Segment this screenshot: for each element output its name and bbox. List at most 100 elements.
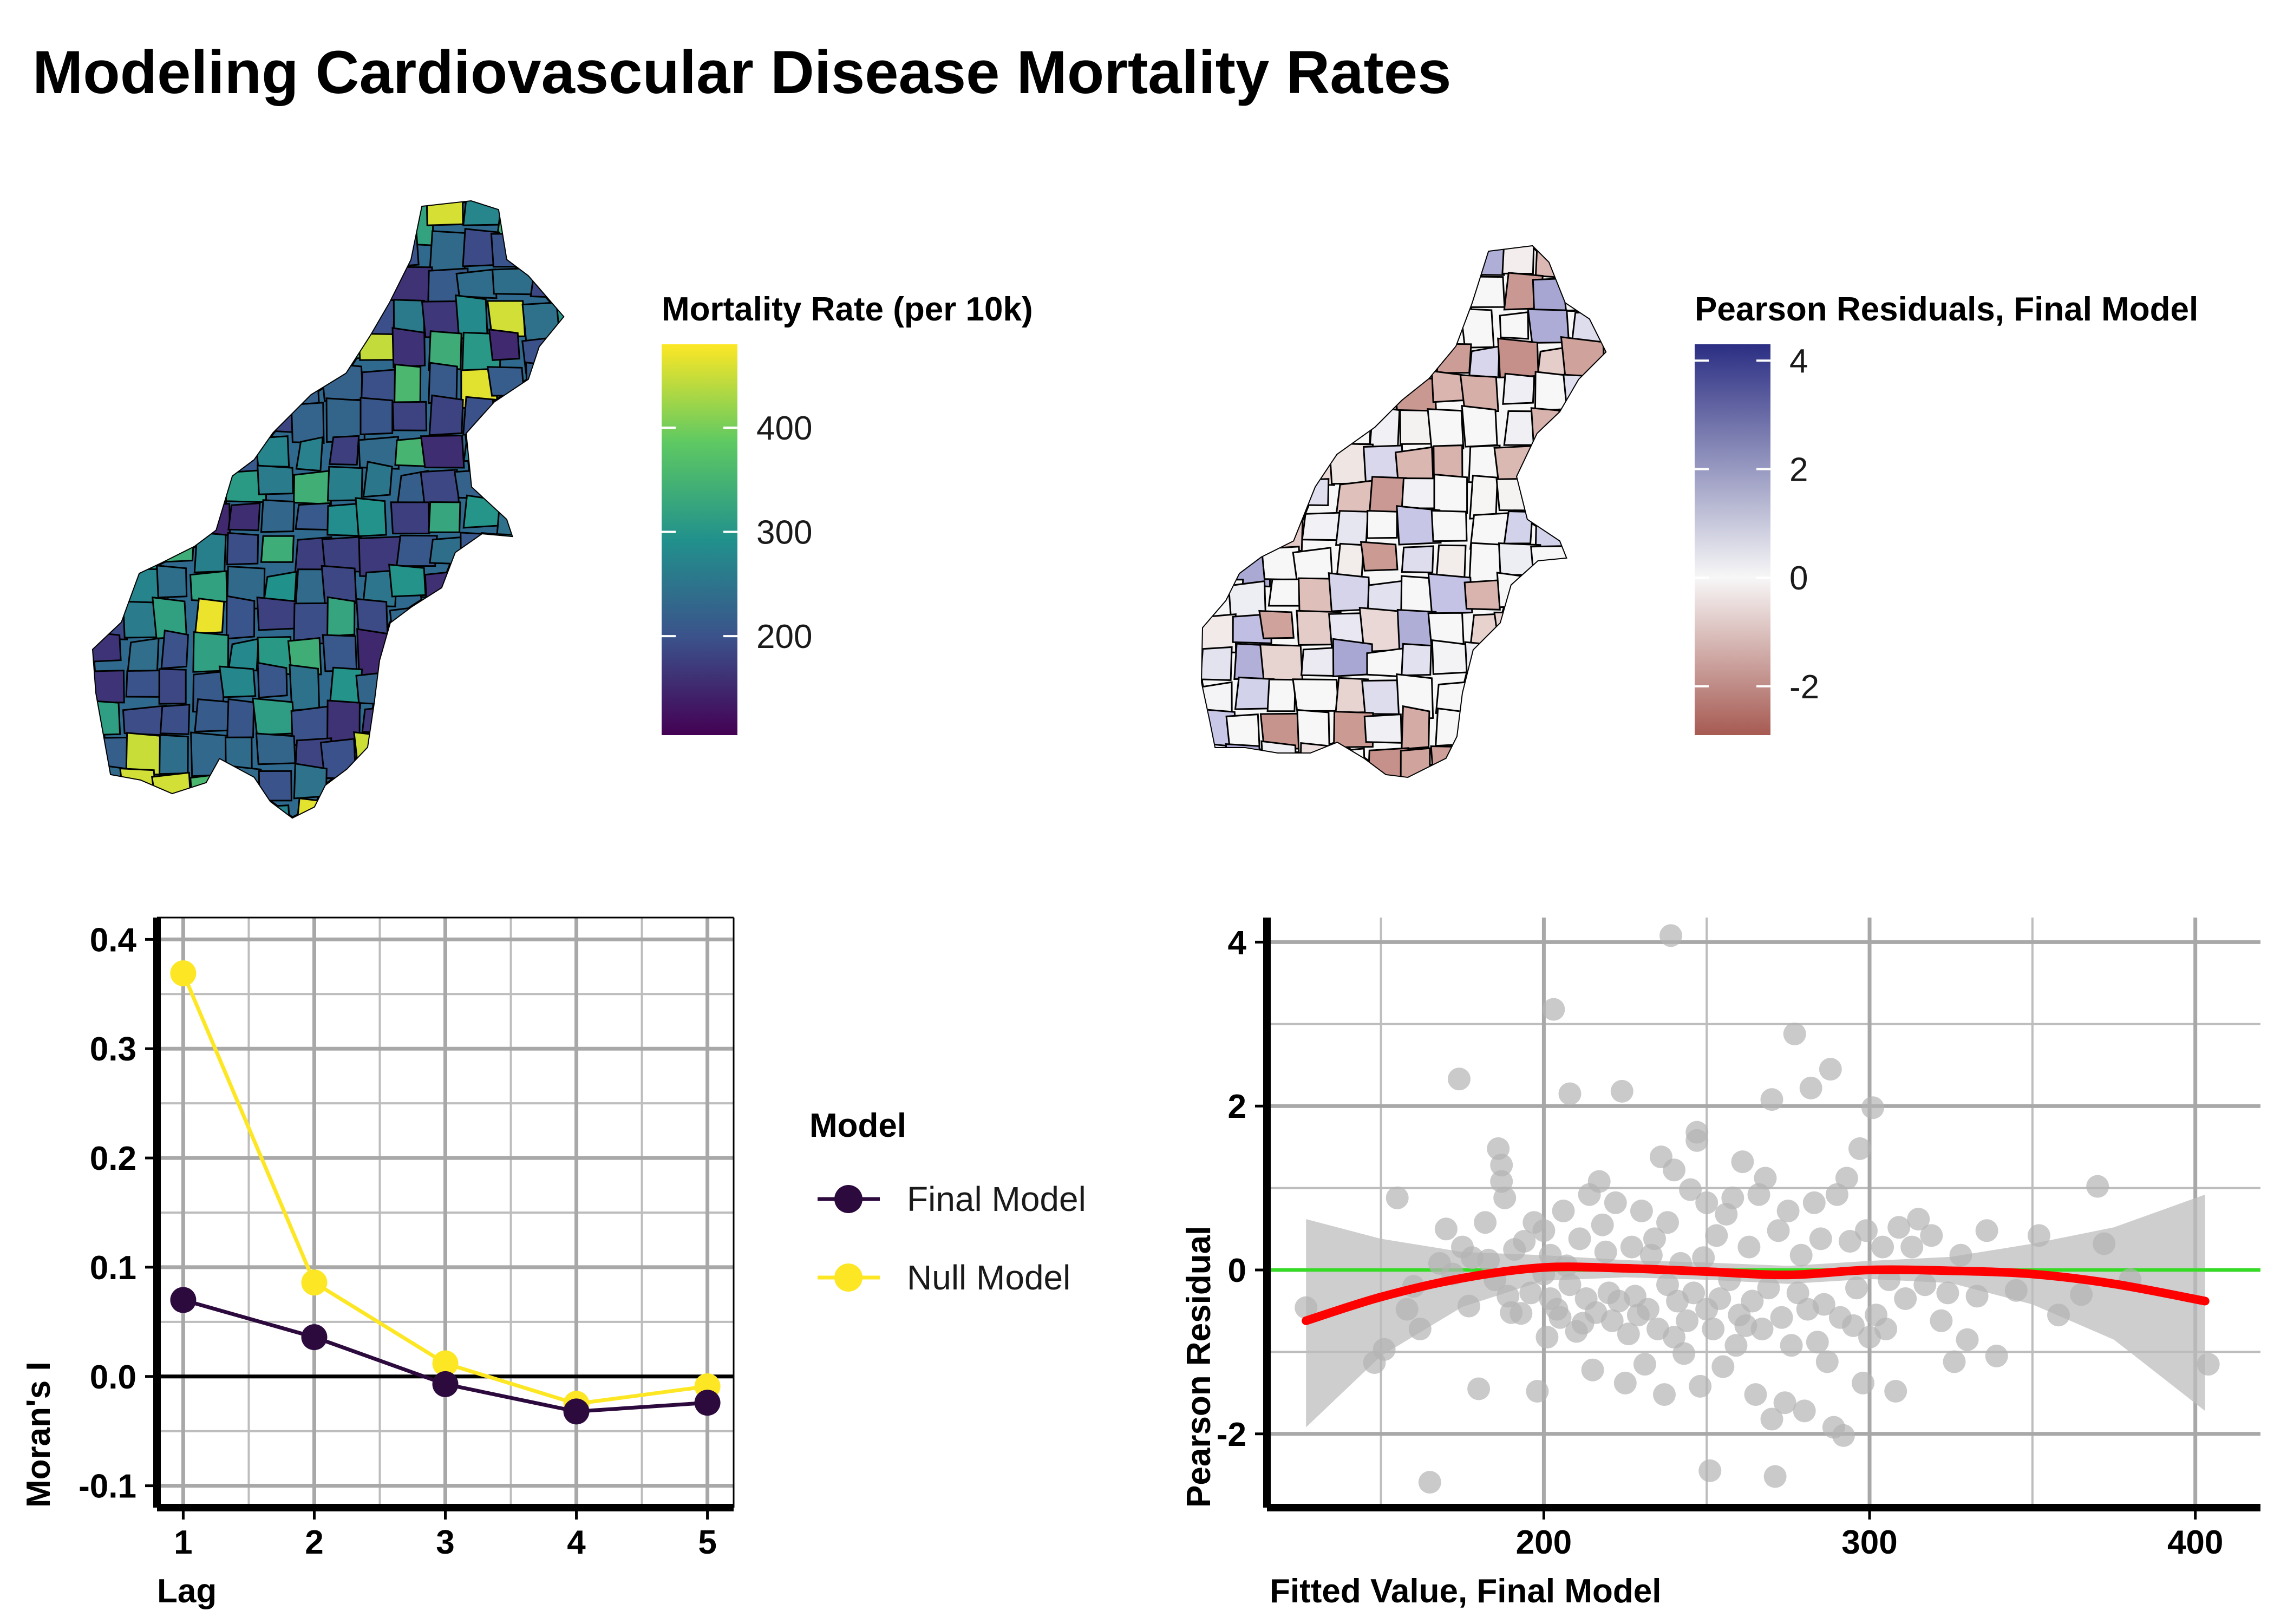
residual-map-county xyxy=(1299,378,1327,419)
mortality-map-county xyxy=(194,402,228,436)
residual-point xyxy=(1949,1243,1972,1267)
mortality-map-county xyxy=(496,201,536,235)
mortality-map-county xyxy=(456,569,499,607)
model-legend-title: Model xyxy=(809,1107,906,1144)
mortality-map-county xyxy=(428,501,461,533)
residual-map-county xyxy=(1328,572,1371,612)
morans-x-tick-label: 3 xyxy=(436,1524,454,1561)
mortality-map-county xyxy=(93,561,126,598)
mortality-map-county xyxy=(521,530,563,572)
mortality-map-county xyxy=(192,803,223,817)
residual-point xyxy=(1985,1344,2008,1367)
mortality-map-county xyxy=(493,435,528,478)
residual-point xyxy=(1692,1246,1715,1269)
residual-map-county xyxy=(1364,269,1394,316)
residual-map-county xyxy=(1564,607,1597,649)
residual-map-county xyxy=(1502,372,1535,405)
residual-map-county xyxy=(1258,610,1295,639)
mortality-map-county xyxy=(125,496,156,540)
model-legend: Model Final Model Null Model xyxy=(809,1107,1086,1297)
residual-map-county xyxy=(1435,708,1466,747)
residual-point xyxy=(1682,1281,1706,1305)
mortality-map-county xyxy=(556,436,563,479)
residual-point xyxy=(2093,1232,2116,1255)
mortality-colorbar xyxy=(662,344,737,735)
residual-point xyxy=(1809,1227,1832,1250)
morans-y-label: Moran's I xyxy=(20,1361,57,1508)
mortality-map-county xyxy=(225,595,256,640)
mortality-map-county xyxy=(127,368,156,401)
residual-point xyxy=(1920,1224,1943,1247)
residual-map-county xyxy=(1597,705,1605,748)
mortality-map-county xyxy=(251,267,293,306)
residual-point xyxy=(1548,1306,1572,1329)
mortality-map-county xyxy=(524,603,558,634)
residual-map-county xyxy=(1401,545,1434,574)
residual-map-county xyxy=(1501,641,1537,687)
residual-map-county xyxy=(1202,476,1241,518)
residual-point xyxy=(1474,1211,1497,1234)
mortality-map-county xyxy=(293,300,329,332)
residual-map-county xyxy=(1535,472,1575,506)
residual-point xyxy=(1568,1227,1591,1250)
mortality-map-county xyxy=(93,267,123,298)
mortality-map-county xyxy=(453,469,491,500)
mortality-map-county xyxy=(393,735,436,769)
mortality-legend-tick-label: 200 xyxy=(756,618,812,656)
residual-point xyxy=(1458,1294,1480,1318)
residual-map-county xyxy=(1360,541,1399,572)
morans-y-tick-label: 0.2 xyxy=(90,1140,136,1177)
mortality-map-county xyxy=(391,401,428,431)
mortality-map-county xyxy=(228,328,258,368)
residual-point xyxy=(1936,1281,1959,1305)
residual-point xyxy=(1490,1154,1513,1177)
null-model-legend-label: Null Model xyxy=(907,1258,1070,1297)
mortality-map-county xyxy=(125,669,162,698)
final-model-point xyxy=(694,1390,721,1416)
residual-map-county xyxy=(1434,246,1468,284)
residual-map-county xyxy=(1595,409,1605,450)
mortality-map-county xyxy=(490,738,521,777)
mortality-map-county xyxy=(355,804,387,817)
mortality-map-county xyxy=(361,201,404,234)
residual-map-county xyxy=(1396,341,1437,380)
residual-map-county xyxy=(1467,713,1501,753)
residual-map-county xyxy=(1292,278,1331,320)
residual-point xyxy=(1659,924,1682,947)
loess-curve xyxy=(1302,1262,2210,1325)
final-model-point xyxy=(432,1371,459,1397)
mortality-map-county xyxy=(565,636,603,670)
residual-map-county xyxy=(1602,344,1605,384)
residual-point xyxy=(1793,1399,1816,1423)
mortality-map-county xyxy=(389,604,435,638)
mortality-map-county xyxy=(355,497,387,538)
mortality-map-county xyxy=(529,667,561,699)
residual-point xyxy=(1604,1191,1627,1214)
residual-map-county xyxy=(1530,742,1567,775)
residual-map-county xyxy=(1501,246,1535,275)
residual-map-county xyxy=(1537,613,1572,654)
scatter-x-tick-label: 300 xyxy=(1841,1524,1897,1561)
mortality-map-county xyxy=(119,768,156,799)
residual-map-county xyxy=(1493,445,1538,484)
mortality-map-county xyxy=(555,562,563,597)
mortality-map-county xyxy=(565,807,594,839)
residual-map-county xyxy=(1562,713,1601,744)
residual-map-county xyxy=(1260,740,1298,777)
mortality-map-county xyxy=(355,770,402,811)
mortality-map-county xyxy=(295,269,337,302)
residual-point xyxy=(1832,1424,1855,1447)
mortality-map-county xyxy=(93,231,126,266)
residual-point xyxy=(1757,1276,1780,1300)
residual-point xyxy=(1526,1380,1549,1403)
residual-map-county xyxy=(1464,641,1498,673)
mortality-map-county xyxy=(491,770,531,808)
mortality-map-county xyxy=(454,702,501,736)
residual-map-county xyxy=(1526,711,1565,743)
mortality-map-county xyxy=(93,368,134,403)
morans-x-tick-label: 4 xyxy=(567,1524,586,1561)
residual-map-county xyxy=(1202,646,1233,681)
morans-y-tick-label: -0.1 xyxy=(79,1468,136,1505)
residual-map-county xyxy=(1202,405,1233,452)
